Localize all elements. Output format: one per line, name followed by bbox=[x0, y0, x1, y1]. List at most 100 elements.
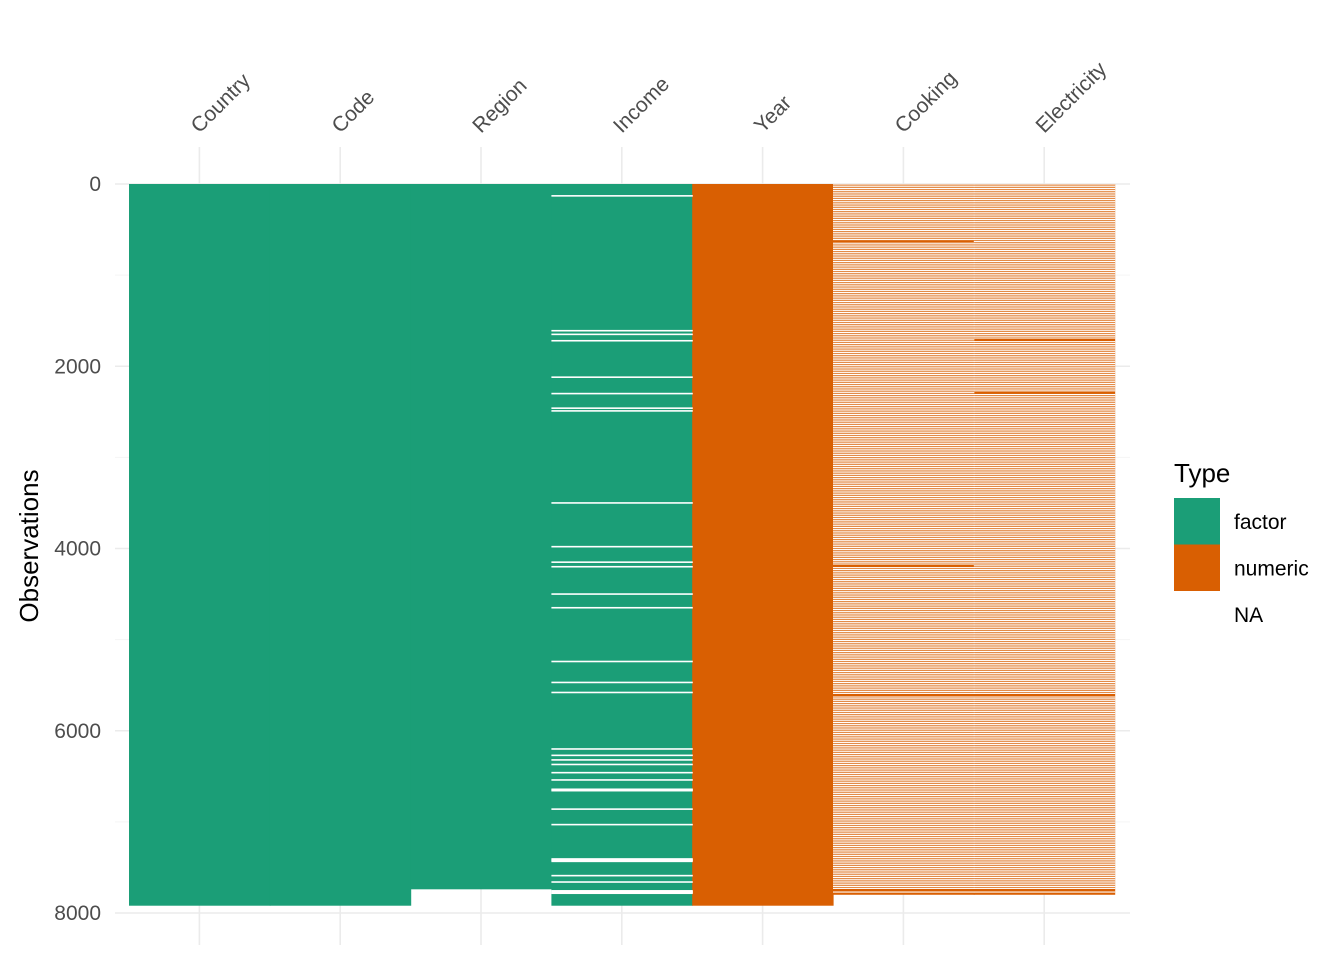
na-line-cooking bbox=[833, 678, 975, 680]
na-line-electricity bbox=[973, 530, 1116, 532]
na-line-electricity bbox=[973, 362, 1116, 365]
na-line-electricity bbox=[973, 736, 1116, 738]
na-line-cooking bbox=[833, 499, 975, 501]
na-line-electricity bbox=[973, 428, 1116, 430]
na-line-electricity bbox=[973, 541, 1116, 543]
na-line-electricity bbox=[973, 754, 1116, 756]
na-line-income bbox=[551, 691, 693, 694]
na-line-electricity bbox=[973, 601, 1116, 603]
na-line-income bbox=[551, 195, 693, 197]
na-line-cooking bbox=[833, 619, 975, 622]
na-line-cooking bbox=[833, 692, 975, 694]
na-line-electricity bbox=[973, 290, 1116, 292]
legend-label-na: NA bbox=[1234, 604, 1263, 627]
na-line-cooking bbox=[833, 421, 975, 423]
na-line-electricity bbox=[973, 661, 1116, 663]
na-line-cooking bbox=[833, 696, 975, 698]
na-line-cooking bbox=[833, 842, 975, 844]
na-line-cooking bbox=[833, 865, 975, 868]
na-line-cooking bbox=[833, 869, 975, 871]
na-line-electricity bbox=[973, 641, 1116, 643]
na-line-electricity bbox=[973, 317, 1116, 319]
na-line-cooking bbox=[833, 607, 975, 609]
na-line-cooking bbox=[833, 681, 975, 684]
na-line-cooking bbox=[833, 763, 975, 766]
na-line-electricity bbox=[973, 681, 1116, 684]
na-line-electricity bbox=[973, 479, 1116, 481]
na-line-cooking bbox=[833, 802, 975, 804]
na-line-electricity bbox=[973, 459, 1116, 461]
na-line-cooking bbox=[833, 197, 975, 199]
na-line-electricity bbox=[973, 554, 1116, 556]
na-line-cooking bbox=[833, 641, 975, 643]
na-line-cooking bbox=[833, 552, 975, 554]
na-line-electricity bbox=[973, 364, 1116, 366]
na-line-electricity bbox=[973, 239, 1116, 241]
na-line-cooking bbox=[833, 672, 975, 674]
na-line-electricity bbox=[973, 707, 1116, 709]
na-line-electricity bbox=[973, 845, 1116, 848]
na-line-electricity bbox=[973, 299, 1116, 301]
na-line-electricity bbox=[973, 197, 1116, 199]
na-line-electricity bbox=[973, 818, 1116, 820]
na-line-electricity bbox=[973, 206, 1116, 208]
na-line-cooking bbox=[833, 432, 975, 434]
na-line-electricity bbox=[973, 840, 1116, 842]
na-line-cooking bbox=[833, 270, 975, 272]
na-line-electricity bbox=[973, 572, 1116, 574]
na-line-electricity bbox=[973, 813, 1116, 815]
na-line-income bbox=[551, 759, 693, 761]
na-line-cooking bbox=[833, 200, 975, 202]
na-line-electricity bbox=[973, 390, 1116, 392]
na-line-income bbox=[551, 771, 693, 774]
na-line-cooking bbox=[833, 492, 975, 494]
na-line-electricity bbox=[973, 388, 1116, 390]
na-line-electricity bbox=[973, 619, 1116, 622]
na-line-electricity bbox=[973, 403, 1116, 405]
na-line-electricity bbox=[973, 618, 1116, 620]
na-line-cooking bbox=[833, 783, 975, 786]
na-line-electricity bbox=[973, 842, 1116, 844]
na-line-cooking bbox=[833, 609, 975, 611]
na-line-income bbox=[551, 681, 693, 684]
na-line-cooking bbox=[833, 288, 975, 290]
na-line-electricity bbox=[973, 747, 1116, 749]
na-line-cooking bbox=[833, 579, 975, 581]
na-line-cooking bbox=[833, 399, 975, 401]
na-line-income bbox=[551, 392, 693, 395]
na-line-cooking bbox=[833, 455, 975, 458]
na-line-cooking bbox=[833, 335, 975, 337]
na-line-electricity bbox=[973, 760, 1116, 762]
na-line-electricity bbox=[973, 401, 1116, 403]
na-line-electricity bbox=[973, 683, 1116, 685]
na-line-cooking bbox=[833, 820, 975, 822]
na-line-electricity bbox=[973, 867, 1116, 869]
na-line-cooking bbox=[833, 355, 975, 357]
na-line-electricity bbox=[973, 590, 1116, 592]
na-line-cooking bbox=[833, 836, 975, 838]
na-line-electricity bbox=[973, 366, 1116, 368]
column-bar-cooking bbox=[833, 184, 975, 895]
na-line-electricity bbox=[973, 463, 1116, 465]
na-line-cooking bbox=[833, 198, 975, 201]
na-line-cooking bbox=[833, 720, 975, 722]
na-line-electricity bbox=[973, 567, 1116, 569]
na-line-electricity bbox=[973, 346, 1116, 348]
na-line-cooking bbox=[833, 370, 975, 372]
na-line-electricity bbox=[973, 556, 1116, 558]
na-line-electricity bbox=[973, 361, 1116, 363]
na-line-cooking bbox=[833, 337, 975, 339]
na-line-electricity bbox=[973, 765, 1116, 767]
na-line-electricity bbox=[973, 537, 1116, 540]
na-line-cooking bbox=[833, 629, 975, 631]
na-line-cooking bbox=[833, 446, 975, 448]
na-line-cooking bbox=[833, 244, 975, 246]
na-line-cooking bbox=[833, 257, 975, 259]
na-line-electricity bbox=[973, 215, 1116, 217]
na-line-cooking bbox=[833, 793, 975, 795]
na-line-income bbox=[551, 407, 693, 409]
na-line-cooking bbox=[833, 745, 975, 747]
na-line-electricity bbox=[973, 426, 1116, 428]
na-line-electricity bbox=[973, 217, 1116, 219]
na-line-electricity bbox=[973, 393, 1116, 396]
